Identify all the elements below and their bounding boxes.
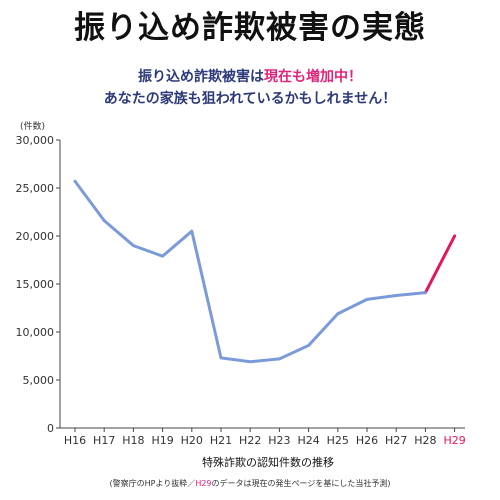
x-tick-label: H25 <box>327 434 349 447</box>
x-tick-label: H23 <box>268 434 290 447</box>
footnote: (警察庁のHPより抜粋／H29のデータは現在の発生ページを基にした当社予測) <box>0 478 500 489</box>
data-point <box>424 291 427 295</box>
data-point <box>132 244 135 248</box>
y-tick-label: 5,000 <box>23 374 55 387</box>
y-tick-label: 10,000 <box>16 326 55 339</box>
data-point <box>394 294 398 297</box>
x-ticks: H16 H17 H18 H19 H20 H21 H22 H23 H24 H25 H26 H27 H28 H… <box>64 428 466 447</box>
x-axis-label: 特殊詐欺の認知件数の推移 <box>202 455 334 469</box>
x-tick-label: H18 <box>122 434 144 447</box>
series-line <box>73 179 427 364</box>
page-title: 振り込め詐欺被害の実態 <box>74 10 426 46</box>
data-point <box>278 357 281 361</box>
subtitle-text: 振り込め詐欺被害は <box>138 69 264 85</box>
x-tick-label: H21 <box>210 434 232 447</box>
line-chart: (件数) 0 5,000 10,000 15,000 20,000 25,000 30,00… <box>16 120 466 469</box>
axes <box>59 140 465 429</box>
subtitle-highlight: 現在も増加中！ <box>264 69 362 85</box>
x-tick-label: H17 <box>93 434 115 447</box>
y-ticks: 0 5,000 10,000 15,000 20,000 25,000 30,000 <box>16 134 60 435</box>
x-tick-label: H22 <box>239 434 261 447</box>
x-tick-label: H29 <box>443 434 465 447</box>
projection-line <box>423 234 457 295</box>
data-point <box>336 312 340 316</box>
data-point <box>161 254 165 258</box>
data-point <box>307 344 310 347</box>
data-point <box>365 297 369 301</box>
x-tick-label: H26 <box>356 434 378 447</box>
footnote-text-rest: のデータは現在の発生ページを基にした当社予測) <box>211 479 391 488</box>
subtitle-line-2: あなたの家族も狙われているかもしれません！ <box>103 91 397 107</box>
data-point <box>453 234 456 238</box>
x-tick-label: H24 <box>297 434 319 447</box>
data-point <box>248 360 252 364</box>
x-tick-label: H28 <box>414 434 436 447</box>
data-point <box>190 229 194 233</box>
y-tick-label: 0 <box>47 422 54 435</box>
x-tick-label: H16 <box>64 434 86 447</box>
x-tick-label: H19 <box>151 434 173 447</box>
footnote-text: (警察庁のHPより抜粋／ <box>109 479 196 488</box>
x-tick-label: H27 <box>385 434 407 447</box>
x-tick-label: H20 <box>181 434 203 447</box>
y-tick-label: 15,000 <box>16 278 55 291</box>
y-tick-label: 25,000 <box>16 182 55 195</box>
data-point <box>102 219 106 223</box>
footnote-highlight: H29 <box>195 479 212 488</box>
subtitle-line-1: 振り込め詐欺被害は現在も増加中！ <box>0 66 500 86</box>
data-point <box>219 356 223 360</box>
series <box>73 179 457 364</box>
y-axis-label: (件数) <box>20 120 45 132</box>
data-point <box>73 179 77 183</box>
y-tick-label: 30,000 <box>16 134 55 147</box>
y-tick-label: 20,000 <box>16 230 55 243</box>
